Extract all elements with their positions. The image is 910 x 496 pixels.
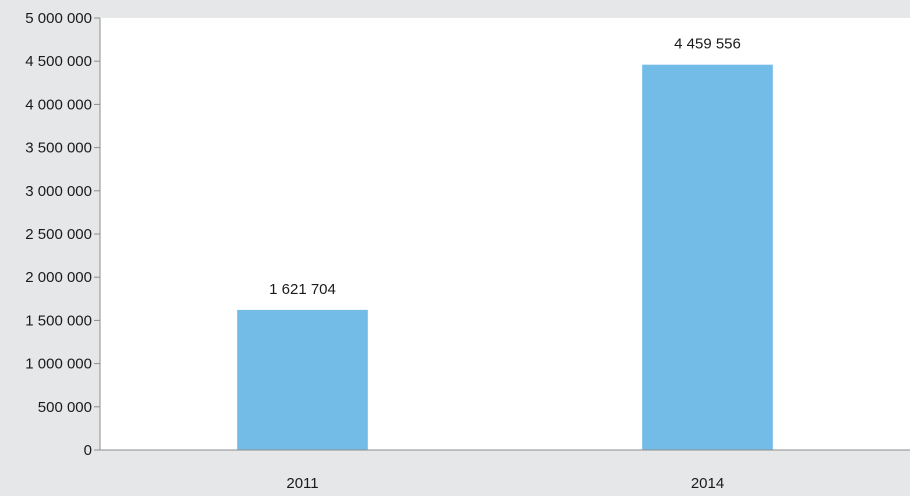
y-tick-label: 4 000 000 xyxy=(25,96,92,113)
y-axis: 0 500 000 1 000 000 1 500 000 2 000 000 2 500… xyxy=(25,10,101,459)
bar-value-label: 4 459 556 xyxy=(674,36,741,53)
y-tick-label: 2 000 000 xyxy=(25,269,92,286)
y-tick-label: 500 000 xyxy=(38,399,92,416)
y-tick-label: 2 500 000 xyxy=(25,226,92,243)
y-tick-label: 1 500 000 xyxy=(25,312,92,329)
x-tick-label: 2014 xyxy=(691,475,724,491)
y-tick-label: 0 xyxy=(84,442,92,459)
bar-2014 xyxy=(642,64,773,450)
y-tick-label: 3 500 000 xyxy=(25,140,92,157)
x-axis: 2011 2014 xyxy=(100,449,910,492)
bar-value-label: 1 621 704 xyxy=(269,281,336,298)
y-tick-label: 5 000 000 xyxy=(25,10,92,27)
y-tick-label: 3 000 000 xyxy=(25,183,92,200)
x-tick-label: 2011 xyxy=(286,475,318,491)
y-tick-label: 4 500 000 xyxy=(25,53,92,70)
bar-group: 1 621 704 4 459 556 xyxy=(237,36,773,450)
y-tick-label: 1 000 000 xyxy=(25,356,92,373)
plot-area xyxy=(100,18,910,450)
bar-2011 xyxy=(237,309,368,450)
